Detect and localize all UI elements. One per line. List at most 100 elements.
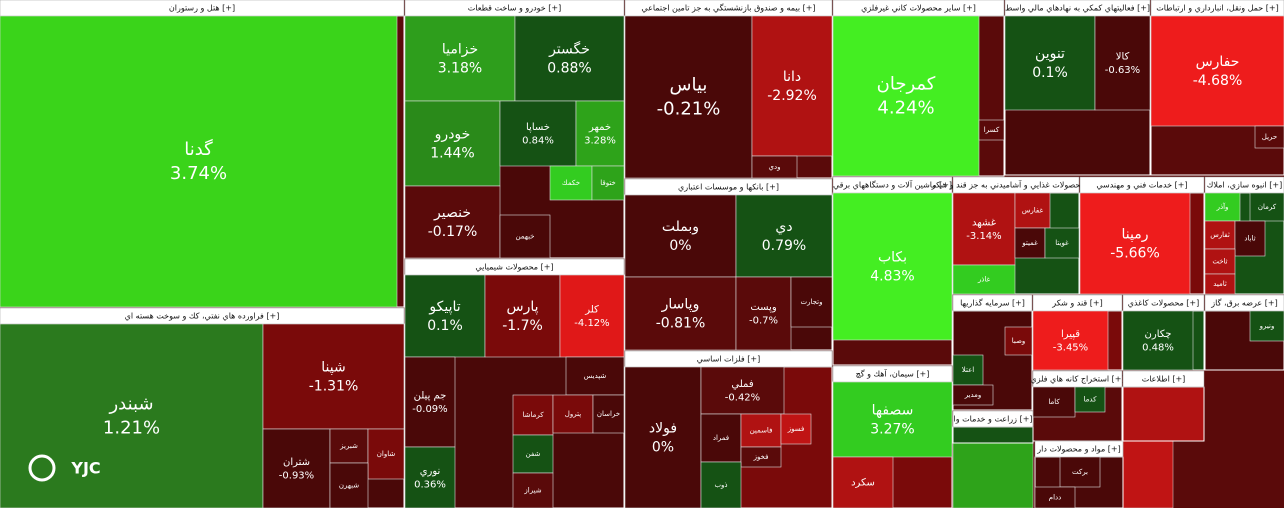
tile	[624, 194, 737, 278]
sector: انبوه سازي، املاك [+] وآذر كرمان ثفارس ثاباد…	[1204, 176, 1284, 295]
tile-name: خگستر	[548, 40, 590, 57]
tile	[1004, 15, 1096, 111]
tile	[591, 165, 625, 201]
tile	[952, 192, 1016, 266]
tile-name: خنصير	[433, 205, 471, 221]
sector: محصولات كاغذي [+] چكارن 0.48%	[1122, 294, 1205, 371]
sector: قند و شكر [+] قپيرا -3.45%	[1032, 294, 1123, 371]
tile	[499, 100, 577, 167]
tile	[565, 356, 625, 396]
filler-tile	[1122, 440, 1174, 508]
tile-change: 0%	[652, 439, 674, 455]
tile-name: غفارس	[1022, 207, 1044, 215]
sector-area	[1122, 386, 1205, 442]
tile-name: دي	[775, 219, 792, 235]
sector-title: خودرو و ساخت قطعات [+]	[468, 4, 562, 13]
sector: استخراج كانه هاي فلزي [+] كاما كدما	[1030, 370, 1125, 442]
tile-name: تنوين	[1035, 46, 1065, 62]
tile-name: وپست	[750, 302, 777, 313]
watermark: YJC	[28, 454, 101, 482]
tile	[0, 323, 264, 508]
tile	[404, 185, 501, 259]
filler-tile	[952, 442, 1034, 508]
tile-change: -4.68%	[1193, 73, 1243, 89]
sector: خودرو و ساخت قطعات [+] خزاميا 3.18% خگستر 0.…	[404, 0, 625, 259]
tile-change: 3.28%	[584, 136, 616, 147]
tile	[1249, 310, 1284, 342]
sector: حمل ونقل، انبارداري و ارتباطات [+] حفارس -…	[1150, 0, 1284, 176]
tile	[700, 366, 785, 415]
tile-change: 0.48%	[1142, 343, 1174, 354]
sector-title: زراعت و خدمات وا [+]	[953, 415, 1032, 424]
tile-name: شيراز	[523, 487, 541, 495]
sector: هتل و رستوران [+] گدنا 3.74%	[0, 0, 405, 308]
sector: مواد و محصولات دار [+] بركت ددام	[1034, 440, 1124, 508]
tile-name: شپنا	[321, 359, 345, 375]
sector-title: قند و شكر [+]	[1051, 299, 1102, 308]
watermark-text: YJC	[70, 459, 100, 478]
tile-name: حريل	[1262, 133, 1277, 141]
tile	[367, 428, 405, 480]
sector: فراورده هاي نفتي، كك و سوخت هسته اي [+] ش…	[0, 307, 405, 508]
sector-header	[1204, 294, 1284, 312]
sector: فعاليتهاي كمكي به نهادهاي مالي واسط [+] ت…	[1004, 0, 1151, 176]
tile-name: گدنا	[184, 138, 213, 160]
tile-change: 1.21%	[103, 418, 160, 439]
tile-name: غويتا	[1055, 239, 1069, 247]
sector-title: عرضه برق، گاز [+]	[1210, 298, 1277, 308]
tile-name: شبندر	[108, 393, 153, 414]
tile-name: خمهر	[588, 122, 611, 133]
tile-change: -3.45%	[1053, 343, 1088, 354]
tile	[751, 15, 833, 157]
tile	[404, 446, 456, 508]
tile-change: -0.09%	[412, 404, 447, 415]
tile	[790, 276, 833, 328]
sector: عرضه برق، گاز [+] ونيرو	[1204, 294, 1284, 371]
tile	[575, 100, 625, 167]
tile-name: ودي	[769, 163, 781, 171]
sector-title: محصولات غذايي و آشاميدني به جز قند و شكر…	[931, 180, 1101, 190]
sector-header	[1122, 370, 1205, 388]
tile	[952, 384, 994, 406]
sector-title: فلزات اساسي [+]	[697, 355, 760, 364]
sector: سرمايه گذاريها [+] وصبا اعتلا ومدير	[952, 294, 1033, 411]
tile-name: غشهد	[972, 218, 996, 229]
tile-name: شفن	[526, 450, 541, 458]
sector-area	[952, 426, 1034, 444]
tile	[832, 456, 894, 508]
tile	[1074, 386, 1106, 413]
tile-name: وپاسار	[661, 296, 700, 312]
tile	[952, 354, 984, 386]
tile-name: شبريز	[339, 442, 358, 450]
tile-change: 3.74%	[170, 163, 227, 184]
tile	[1249, 192, 1284, 222]
tile-name: وصبا	[1012, 337, 1026, 345]
tile-name: كاما	[1048, 398, 1060, 406]
tile-change: 0.88%	[547, 60, 591, 76]
tile-name: وبملت	[662, 219, 699, 235]
tile-name: جم پيلن	[414, 391, 447, 402]
sector: ماشين آلات و دستگاههاي برقي [+] بكاب 4.83%	[832, 176, 953, 366]
tile-name: سكرد	[851, 478, 875, 489]
tile-change: -0.21%	[657, 99, 721, 120]
tile-name: خكمك	[562, 179, 580, 187]
tile	[0, 15, 398, 308]
tile-change: 3.27%	[870, 421, 914, 437]
tile-change: 1.44%	[430, 145, 474, 161]
tile-name: بكاب	[878, 249, 907, 265]
tile	[1079, 192, 1191, 295]
tile-change: -2.92%	[767, 88, 817, 104]
sector-title: بيمه و صندوق بازنشستگي به جز تامين اجتما…	[641, 3, 815, 13]
tile	[1032, 310, 1109, 371]
tile-change: 0.36%	[414, 480, 446, 491]
tile-name: شاوان	[377, 450, 396, 458]
tile-name: فخوز	[753, 453, 769, 461]
tile-name: كرماشا	[522, 411, 544, 419]
tile	[1150, 15, 1284, 127]
tile-name: وتجارت	[801, 298, 823, 306]
tile-change: -5.66%	[1110, 245, 1160, 261]
tile	[484, 274, 561, 358]
tile	[1014, 192, 1051, 229]
